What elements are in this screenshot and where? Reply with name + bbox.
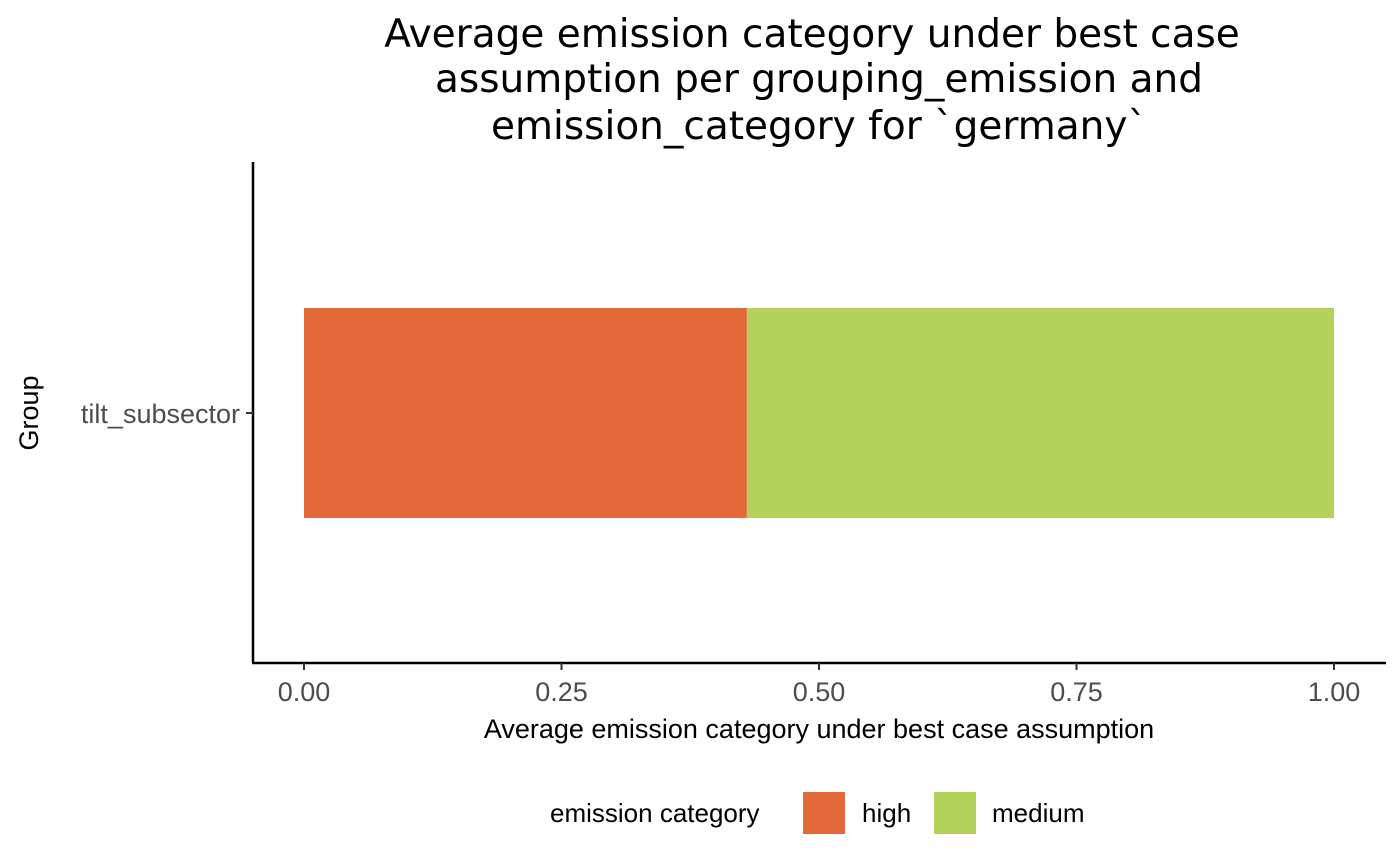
chart-title-line-3: emission_category for `germany`: [491, 104, 1147, 149]
legend-title: emission category: [550, 798, 760, 828]
x-axis-title: Average emission category under best cas…: [484, 714, 1154, 744]
bar-group: [304, 308, 1334, 518]
legend-items: high medium: [803, 792, 1084, 834]
legend-key-high: [803, 792, 845, 834]
y-tick-label: tilt_subsector: [81, 399, 240, 429]
legend: emission category high medium: [550, 792, 1084, 834]
x-tick-label: 0.00: [278, 677, 331, 707]
chart-title-line-1: Average emission category under best cas…: [384, 12, 1240, 57]
legend-key-medium: [934, 792, 976, 834]
x-tick-label: 0.50: [793, 677, 846, 707]
bar-medium: [746, 308, 1334, 518]
chart-title: Average emission category under best cas…: [384, 12, 1240, 149]
x-tick-label: 1.00: [1308, 677, 1361, 707]
x-axis-ticks: 0.00 0.25 0.50 0.75 1.00: [278, 663, 1361, 707]
chart-title-line-2: assumption per grouping_emission and: [435, 57, 1203, 102]
legend-label-high: high: [862, 798, 911, 828]
y-axis-ticks: tilt_subsector: [81, 399, 253, 429]
y-axis-title: Group: [14, 375, 44, 450]
x-tick-label: 0.25: [535, 677, 588, 707]
bar-high: [304, 308, 747, 518]
legend-label-medium: medium: [992, 798, 1084, 828]
x-tick-label: 0.75: [1050, 677, 1103, 707]
